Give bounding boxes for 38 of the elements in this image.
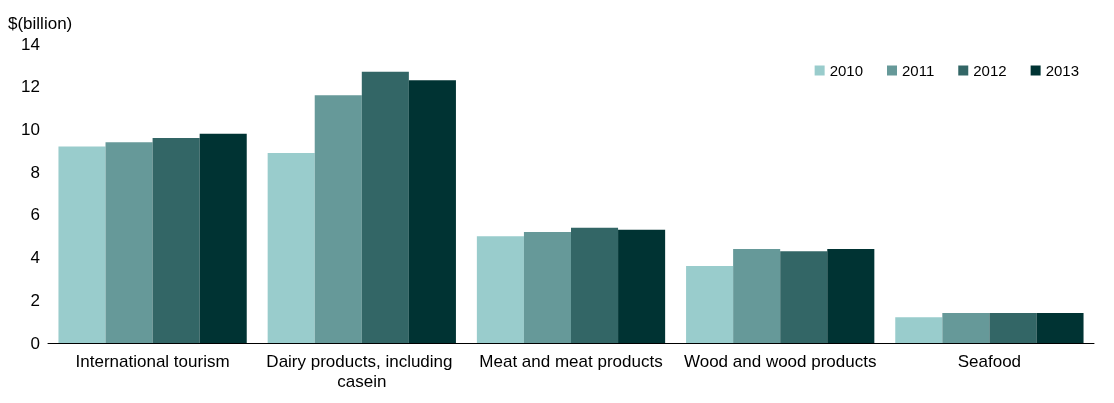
bar (942, 313, 990, 343)
y-tick-label: 2 (30, 290, 40, 310)
bar (314, 95, 362, 343)
bar (1036, 313, 1084, 343)
bar (361, 71, 409, 343)
legend-label: 2012 (973, 62, 1007, 79)
legend-label: 2013 (1045, 62, 1080, 79)
bar (686, 266, 734, 343)
x-tick-label: Seafood (957, 351, 1022, 371)
legend-label: 2011 (902, 62, 935, 79)
y-tick-label: 14 (21, 34, 40, 54)
y-tick-label: 10 (21, 119, 40, 139)
bar (827, 249, 875, 343)
x-tick-label: Dairy products, including casein (266, 351, 458, 391)
bar (58, 146, 106, 343)
y-tick-label: 6 (30, 205, 40, 225)
bar (105, 142, 153, 343)
y-axis-title: $(billion) (8, 14, 73, 33)
bar (152, 137, 200, 343)
x-tick-label: Wood and wood products (683, 351, 877, 371)
bar (895, 317, 943, 343)
bar (618, 229, 666, 343)
bar (989, 313, 1037, 343)
bar (476, 236, 524, 343)
x-tick-label: International tourism (75, 351, 230, 371)
y-tick-label: 0 (30, 333, 40, 353)
legend-label: 2010 (829, 62, 864, 79)
bar (523, 231, 571, 343)
bar (199, 133, 247, 343)
bar (571, 227, 619, 343)
bar (408, 80, 456, 343)
y-tick-label: 4 (30, 248, 40, 268)
bar (267, 152, 315, 343)
x-tick-label: Meat and meat products (479, 351, 663, 371)
y-tick-label: 8 (30, 162, 40, 182)
bar (733, 249, 781, 343)
y-tick-label: 12 (21, 77, 40, 97)
bar (780, 251, 828, 343)
